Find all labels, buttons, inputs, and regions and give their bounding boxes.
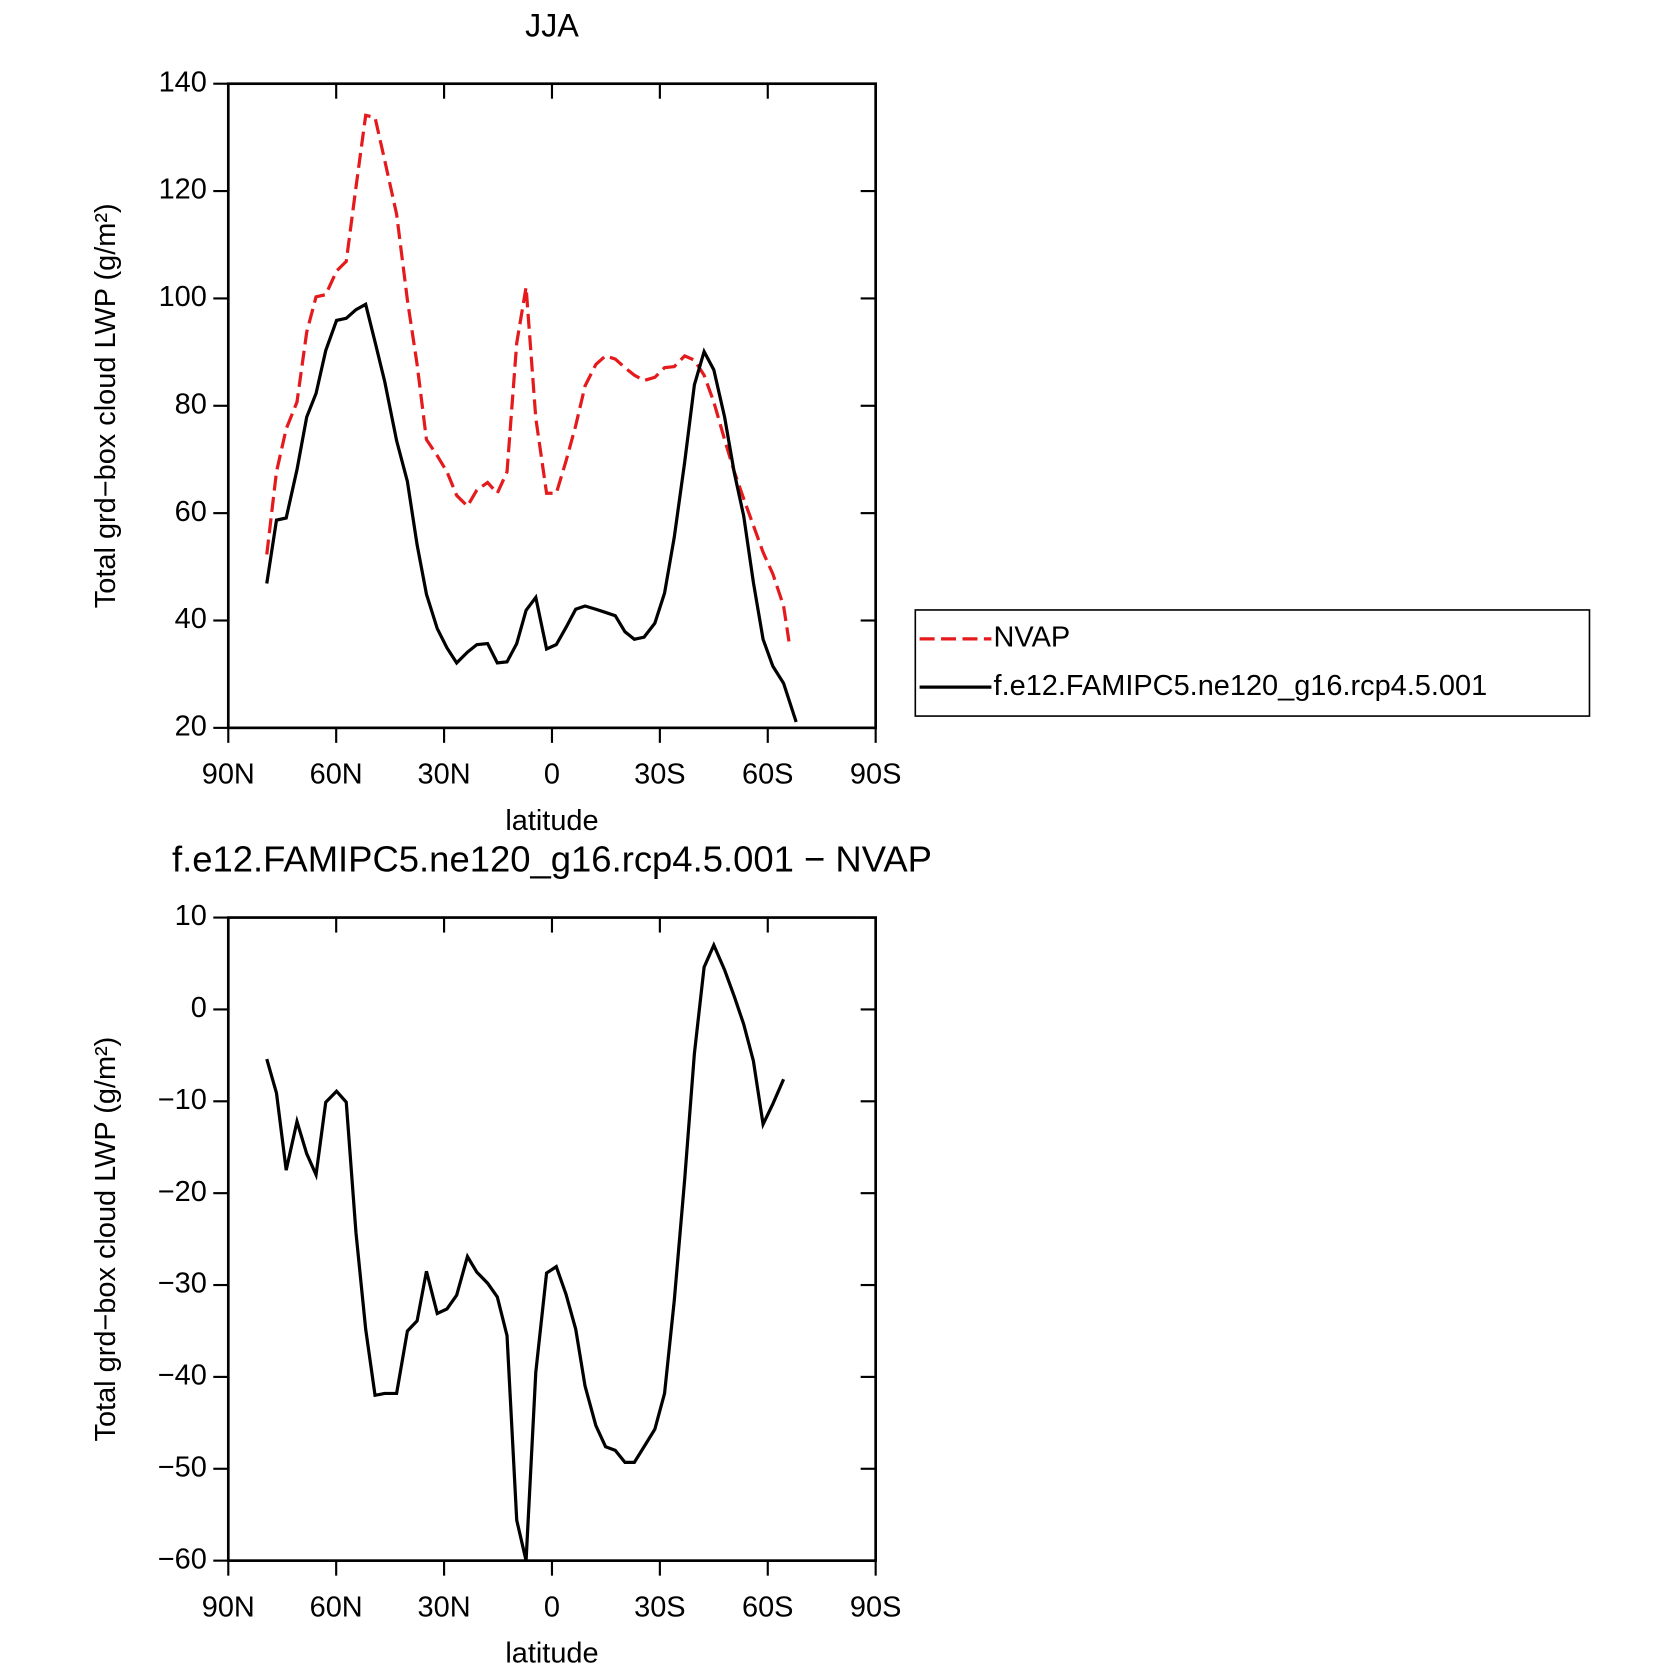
y-tick-label: −10 xyxy=(158,1084,207,1116)
y-tick-label: 140 xyxy=(159,66,207,98)
y-axis-label: Total grd−box cloud LWP (g/m²) xyxy=(90,1037,122,1442)
y-tick-label: −20 xyxy=(158,1176,207,1208)
x-tick-label: 90S xyxy=(850,1592,901,1624)
y-tick-label: −60 xyxy=(158,1543,207,1575)
x-tick-label: 30N xyxy=(418,759,471,791)
legend-box xyxy=(914,609,1591,717)
data-line xyxy=(265,301,798,723)
plot-frame xyxy=(226,916,877,1562)
x-tick-label: 60N xyxy=(310,1592,363,1624)
y-tick-label: 0 xyxy=(191,992,207,1024)
y-tick-label: 100 xyxy=(159,281,207,313)
x-tick-label: 0 xyxy=(544,1592,560,1624)
x-tick-label: 30N xyxy=(418,1592,471,1624)
plot-frame xyxy=(226,82,877,730)
y-tick-label: 10 xyxy=(175,900,207,932)
data-line xyxy=(265,941,786,1562)
x-tick-label: 90S xyxy=(850,759,901,791)
y-tick-label: 60 xyxy=(175,496,207,528)
chart-title: JJA xyxy=(525,7,579,43)
x-axis-label: latitude xyxy=(505,1638,598,1669)
y-tick-label: −30 xyxy=(158,1268,207,1300)
x-tick-label: 90N xyxy=(202,759,255,791)
x-tick-label: 90N xyxy=(202,1592,255,1624)
legend-label: NVAP xyxy=(994,622,1071,654)
x-tick-label: 30S xyxy=(634,1592,685,1624)
x-tick-label: 60S xyxy=(742,1592,793,1624)
chart-title: f.e12.FAMIPC5.ne120_g16.rcp4.5.001 − NVA… xyxy=(172,838,932,879)
x-axis-label: latitude xyxy=(505,805,598,837)
data-line xyxy=(265,113,791,642)
legend-label: f.e12.FAMIPC5.ne120_g16.rcp4.5.001 xyxy=(994,670,1488,702)
y-tick-label: 40 xyxy=(175,603,207,635)
x-tick-label: 0 xyxy=(544,759,560,791)
y-tick-label: −50 xyxy=(158,1451,207,1483)
x-tick-label: 30S xyxy=(634,759,685,791)
y-tick-label: 80 xyxy=(175,388,207,420)
y-tick-label: 120 xyxy=(159,174,207,206)
y-axis-label: Total grd−box cloud LWP (g/m²) xyxy=(90,203,122,608)
y-tick-label: 20 xyxy=(175,710,207,742)
y-tick-label: −40 xyxy=(158,1360,207,1392)
x-tick-label: 60N xyxy=(310,759,363,791)
x-tick-label: 60S xyxy=(742,759,793,791)
